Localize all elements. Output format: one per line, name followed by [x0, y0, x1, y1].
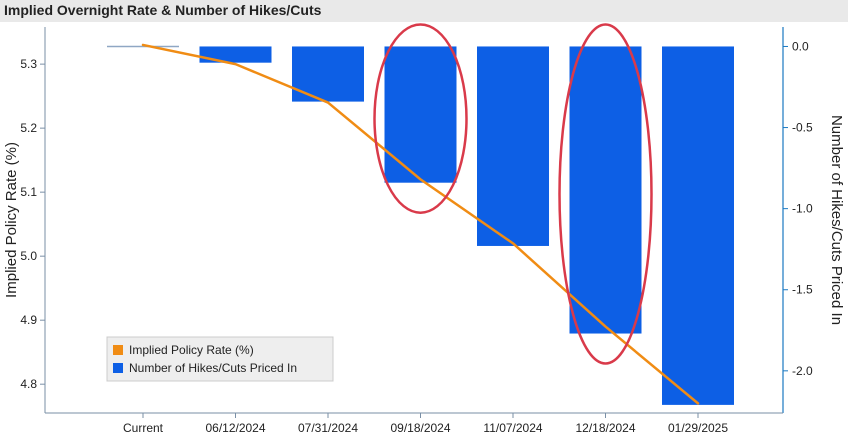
legend-box: [106, 336, 334, 382]
right-tick-label: 0.0: [792, 39, 809, 53]
x-tick-label: 12/18/2024: [575, 421, 635, 435]
right-tick-label: -2.0: [792, 364, 813, 378]
bar-series: [107, 45, 734, 405]
left-tick-label: 4.8: [20, 377, 37, 391]
highlight-ellipse-2: [558, 23, 653, 365]
legend-swatch-2: [113, 363, 123, 373]
left-tick-label: 4.9: [20, 313, 37, 327]
right-tick-label: -1.5: [792, 283, 813, 297]
x-tick-label: 07/31/2024: [298, 421, 358, 435]
legend-label-1: Implied Policy Rate (%): [129, 343, 254, 357]
bar-3: [384, 46, 457, 183]
left-tick-label: 5.0: [20, 249, 37, 263]
legend-label-2: Number of Hikes/Cuts Priced In: [129, 361, 297, 375]
x-tick-label: 11/07/2024: [483, 421, 542, 435]
chart-axes: [44, 27, 784, 414]
chart-title: Implied Overnight Rate & Number of Hikes…: [4, 2, 322, 18]
left-axis-label: Implied Policy Rate (%): [3, 142, 20, 298]
tick-labels: 5.3 5.2 5.1 5.0 4.9 4.8 0.0 -0.5 -1.0 -1.5 -2.0 Cur…: [3, 39, 845, 435]
highlight-ellipse-1: [373, 23, 468, 214]
x-tick-label: 06/12/2024: [205, 421, 265, 435]
right-tick-label: -0.5: [792, 121, 813, 135]
line-series: [141, 43, 700, 405]
x-tick-label: 09/18/2024: [390, 421, 450, 435]
bar-1: [199, 46, 272, 63]
chart-legend: Implied Policy Rate (%) Number of Hikes/C…: [106, 336, 334, 382]
x-tick-label: 01/29/2025: [668, 421, 728, 435]
bar-6: [662, 46, 734, 405]
bar-4: [477, 46, 549, 246]
legend-swatch-1: [113, 345, 123, 355]
chart-title-bar: Implied Overnight Rate & Number of Hikes…: [0, 0, 848, 22]
highlight-ellipses: [373, 23, 653, 365]
bar-5: [569, 46, 642, 334]
left-tick-label: 5.2: [20, 121, 37, 135]
x-tick-label: Current: [123, 421, 164, 435]
right-tick-label: -1.0: [792, 202, 813, 216]
right-axis-label: Number of Hikes/Cuts Priced In: [828, 115, 845, 325]
left-tick-label: 5.1: [20, 185, 37, 199]
left-tick-label: 5.3: [20, 57, 37, 71]
